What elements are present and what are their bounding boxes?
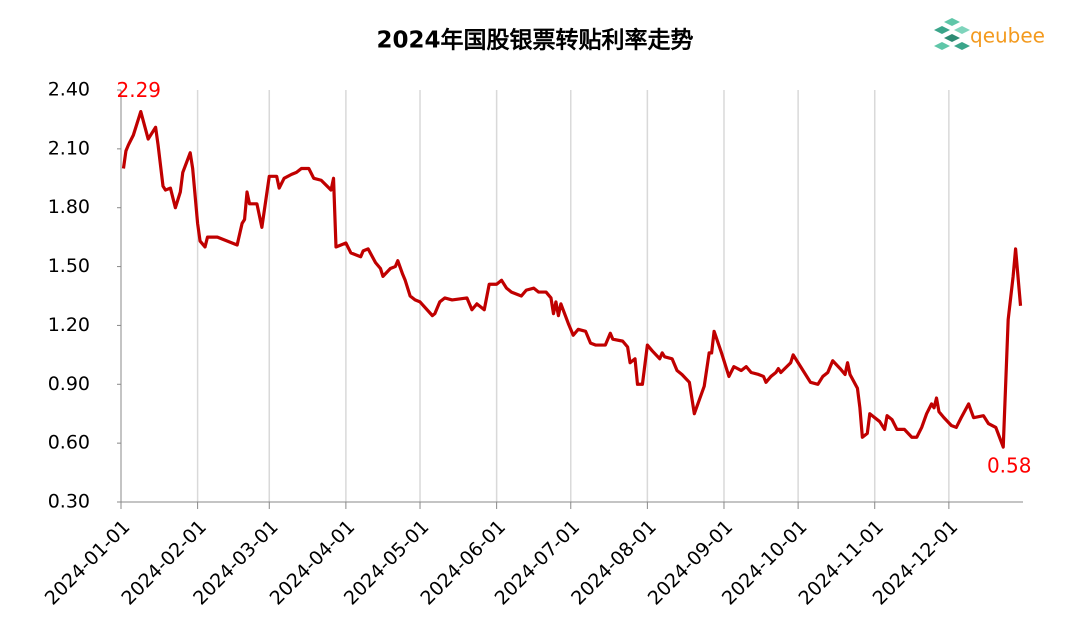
logo: qeubee (934, 18, 1045, 50)
logo-text: qeubee (970, 24, 1045, 48)
y-tick-label: 2.10 (48, 137, 90, 159)
annotation: 2.29 (117, 78, 162, 102)
line (121, 109, 1023, 449)
y-tick-label: 0.30 (48, 491, 90, 513)
y-tick-label: 1.20 (48, 314, 90, 336)
y-tick-label: 2.40 (48, 79, 90, 101)
y-tick-label: 1.50 (48, 255, 90, 277)
y-tick-label: 0.60 (48, 432, 90, 454)
y-tick-label: 0.90 (48, 373, 90, 395)
annotation: 0.58 (987, 454, 1032, 478)
y-tick-label: 1.80 (48, 196, 90, 218)
chart-title: 2024年国股银票转贴利率走势 (376, 27, 693, 54)
